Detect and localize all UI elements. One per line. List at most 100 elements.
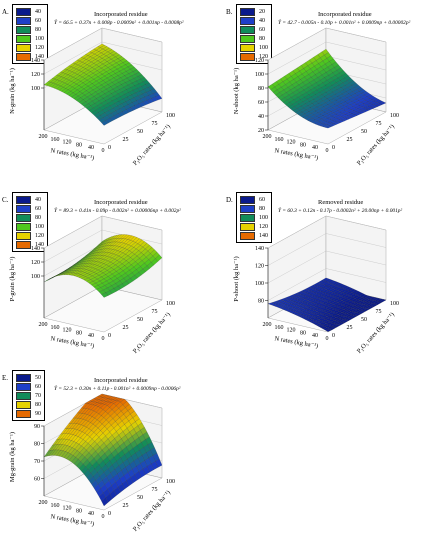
p-tick-label: 100 — [166, 113, 175, 119]
p-tick-label: 75 — [152, 309, 158, 315]
n-tick-label: 40 — [88, 511, 94, 517]
legend-label: 80 — [35, 26, 41, 33]
panel-title: Incorporated residue — [94, 199, 148, 206]
legend-entry: 100 — [16, 34, 44, 43]
z-tick-label: 40 — [258, 114, 264, 120]
surface-plot: 60 70 80 90 200 160 120 80 40 0 0 25 50 75 100 Mg-grain… — [9, 393, 175, 533]
z-tick-label: 120 — [255, 58, 264, 64]
p-tick-label: 100 — [390, 113, 399, 119]
grid-line — [267, 27, 387, 61]
legend-swatch — [240, 195, 255, 204]
n-tick-label: 200 — [39, 322, 48, 328]
legend-label: 90 — [35, 410, 41, 417]
n-tick-label: 120 — [287, 328, 296, 334]
n-tick-label: 0 — [326, 336, 329, 342]
n-tick-label: 160 — [51, 325, 60, 331]
legend-entry: 60 — [240, 25, 268, 34]
legend-swatch — [240, 43, 255, 52]
legend-swatch — [16, 7, 31, 16]
legend-label: 60 — [259, 26, 265, 33]
legend-label: 140 — [259, 232, 268, 239]
legend-label: 140 — [35, 53, 44, 60]
legend-label: 70 — [35, 392, 41, 399]
n-tick-label: 120 — [287, 140, 296, 146]
floor — [43, 285, 163, 333]
legend-entry: 80 — [16, 213, 44, 222]
p-tick-label: 25 — [123, 137, 129, 143]
legend-swatch — [240, 222, 255, 231]
legend-swatch — [240, 7, 255, 16]
z-tick-label: 140 — [31, 58, 40, 64]
panel-title: Incorporated residue — [94, 11, 148, 18]
regression-equation: Ŷ = 60.3 + 0.12n - 0.17p - 0.0002n² + 20… — [278, 208, 403, 214]
panel-label: E. — [2, 374, 9, 382]
p-tick-label: 50 — [361, 317, 367, 323]
legend-entry: 140 — [16, 52, 44, 61]
color-legend: 50 60 70 80 90 — [12, 370, 45, 421]
legend-label: 80 — [259, 35, 265, 42]
n-tick-label: 200 — [263, 134, 272, 140]
p-tick-label: 100 — [390, 301, 399, 307]
z-axis-label: P-grain (kg ha⁻¹) — [9, 257, 16, 302]
legend-swatch — [16, 34, 31, 43]
grid-line — [43, 215, 163, 249]
legend-entry: 140 — [240, 231, 268, 240]
legend-entry: 20 — [240, 7, 268, 16]
legend-swatch — [240, 231, 255, 240]
panel-label: C. — [2, 196, 9, 204]
legend-swatch — [16, 391, 31, 400]
grid-line — [267, 215, 387, 249]
panel-title: Incorporated residue — [94, 377, 148, 384]
n-tick-label: 80 — [300, 330, 306, 336]
chart-panel: D. 60 80 100 120 140 Removed residue Ŷ = 60.3 +… — [226, 190, 436, 365]
chart-panel: B. 20 40 60 80 100 120 Incorporated residue Ŷ = … — [226, 2, 436, 177]
n-tick-label: 80 — [76, 142, 82, 148]
legend-entry: 120 — [16, 43, 44, 52]
n-tick-label: 160 — [51, 137, 60, 143]
legend-label: 40 — [259, 17, 265, 24]
p-tick-label: 0 — [108, 145, 111, 151]
legend-swatch — [16, 25, 31, 34]
color-legend: 40 60 80 100 120 140 — [12, 4, 48, 64]
grid-line — [267, 268, 387, 301]
legend-entry: 60 — [16, 16, 44, 25]
regression-equation: Ŷ = 66.5 + 0.37n + 0.008p - 0.0009n² + 0… — [54, 20, 184, 26]
p-tick-label: 75 — [152, 121, 158, 127]
n-tick-label: 80 — [76, 508, 82, 514]
legend-entry: 100 — [16, 222, 44, 231]
p-tick-label: 0 — [332, 333, 335, 339]
grid-line — [43, 27, 163, 61]
n-tick-label: 200 — [39, 500, 48, 506]
surface-cell — [101, 120, 109, 126]
legend-label: 40 — [35, 8, 41, 15]
n-tick-label: 40 — [88, 333, 94, 339]
p-tick-label: 25 — [123, 503, 129, 509]
n-tick-label: 0 — [102, 514, 105, 520]
legend-entry: 80 — [240, 34, 268, 43]
chart-panel: A. 40 60 80 100 120 140 Incorporated residue Ŷ =… — [2, 2, 212, 177]
n-tick-label: 120 — [63, 140, 72, 146]
legend-entry: 80 — [240, 204, 268, 213]
legend-swatch — [16, 222, 31, 231]
n-tick-label: 160 — [51, 503, 60, 509]
grid-line — [43, 41, 163, 75]
grid-line — [267, 250, 387, 284]
p-tick-label: 50 — [137, 317, 143, 323]
legend-label: 60 — [35, 17, 41, 24]
surface-cell — [101, 292, 109, 298]
legend-swatch — [16, 16, 31, 25]
legend-label: 120 — [35, 44, 44, 51]
p-tick-label: 75 — [152, 487, 158, 493]
legend-swatch — [16, 382, 31, 391]
n-tick-label: 200 — [263, 322, 272, 328]
z-tick-label: 20 — [258, 128, 264, 134]
legend-swatch — [240, 25, 255, 34]
z-tick-label: 120 — [31, 72, 40, 78]
legend-swatch — [16, 43, 31, 52]
legend-swatch — [16, 409, 31, 418]
regression-equation: Ŷ = 52.3 + 0.30n + 0.11p - 0.001n² + 0.0… — [54, 386, 181, 392]
legend-entry: 120 — [16, 231, 44, 240]
p-tick-label: 0 — [108, 333, 111, 339]
n-tick-label: 160 — [275, 325, 284, 331]
